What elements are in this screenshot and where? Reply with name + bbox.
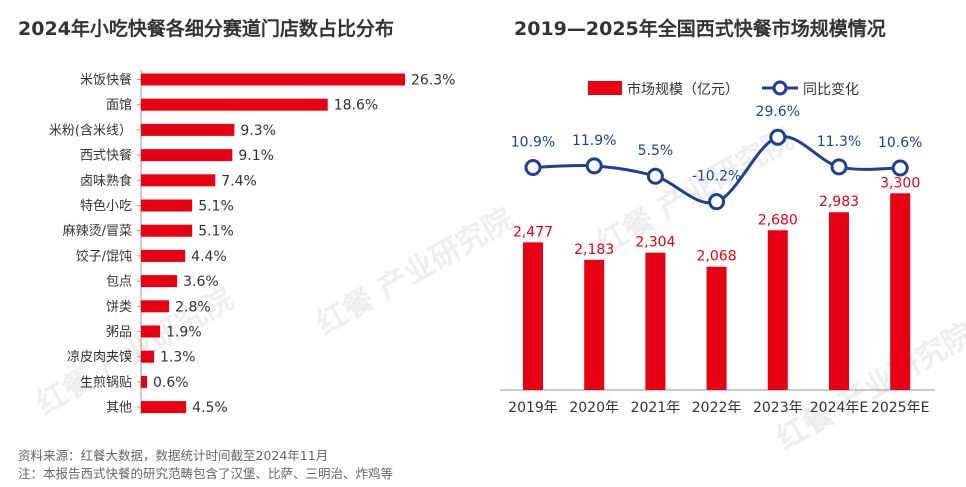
left-bar-value-label: 3.6% xyxy=(183,274,219,290)
left-category-label: 饼类 xyxy=(106,300,132,315)
left-category-label: 特色小吃 xyxy=(80,198,132,214)
left-category-label: 饺子/馄饨 xyxy=(76,249,132,264)
right-category-label: 2023年 xyxy=(753,400,803,416)
right-bar xyxy=(890,193,911,390)
left-bar xyxy=(141,300,170,313)
right-bar xyxy=(645,252,666,390)
left-bar xyxy=(141,350,155,363)
legend-bar-label: 市场规模（亿元） xyxy=(627,81,739,98)
left-bar-value-label: 1.3% xyxy=(160,350,196,366)
left-bar xyxy=(141,401,187,414)
yoy-point xyxy=(708,193,726,211)
right-bar-value-label: 2,983 xyxy=(819,194,859,210)
right-bar xyxy=(523,242,543,390)
yoy-point xyxy=(524,159,542,176)
legend-bar-swatch xyxy=(588,81,622,95)
right-category-label: 2025年E xyxy=(871,400,929,416)
left-bar-value-label: 4.5% xyxy=(192,400,228,416)
left-bar xyxy=(141,199,193,212)
left-bar-value-label: 4.4% xyxy=(191,249,227,265)
left-bar-value-label: 9.3% xyxy=(240,123,276,139)
left-bar xyxy=(141,73,405,86)
right-chart-title: 2019—2025年全国西式快餐市场规模情况 xyxy=(514,18,886,40)
left-category-label: 粥品 xyxy=(106,324,132,340)
right-bar xyxy=(584,259,605,390)
left-category-label: 生煎锅贴 xyxy=(80,374,132,390)
right-bar xyxy=(767,230,788,390)
yoy-value-label: 29.6% xyxy=(756,104,800,120)
yoy-point xyxy=(891,159,909,177)
left-bar xyxy=(141,149,233,162)
right-bar xyxy=(829,212,849,390)
yoy-point xyxy=(830,158,848,176)
left-category-label: 面馆 xyxy=(106,98,132,113)
left-bar-value-label: 0.6% xyxy=(153,375,189,391)
yoy-value-label: 5.5% xyxy=(638,143,674,159)
yoy-point xyxy=(769,128,787,146)
left-bar xyxy=(141,123,235,136)
left-bar xyxy=(141,375,148,388)
left-category-label: 西式快餐 xyxy=(80,148,132,164)
left-bar xyxy=(141,174,216,187)
yoy-value-label: 11.9% xyxy=(572,133,616,149)
right-bar-value-label: 2,183 xyxy=(574,242,614,258)
left-bar-value-label: 5.1% xyxy=(198,199,234,215)
right-category-label: 2020年 xyxy=(569,400,619,416)
left-bar xyxy=(141,275,178,288)
left-category-label: 麻辣烫/冒菜 xyxy=(63,224,132,239)
left-category-label: 凉皮肉夹馍 xyxy=(67,350,132,365)
left-category-label: 其他 xyxy=(106,401,132,416)
right-category-label: 2019年 xyxy=(508,400,558,416)
left-bar xyxy=(141,224,193,237)
yoy-value-label: 11.3% xyxy=(817,134,861,150)
right-bar-value-label: 2,068 xyxy=(697,249,737,265)
right-category-label: 2021年 xyxy=(631,400,681,416)
legend-line-label: 同比变化 xyxy=(803,82,859,98)
left-bar-value-label: 26.3% xyxy=(411,73,455,89)
right-bar-value-label: 3,300 xyxy=(880,175,920,191)
left-category-label: 米粉(含米线） xyxy=(49,122,132,138)
right-bar xyxy=(706,266,727,390)
yoy-value-label: 10.6% xyxy=(878,135,922,151)
source-footnote: 资料来源：红餐大数据，数据统计时间截至2024年11月 xyxy=(18,448,329,463)
yoy-value-label: -10.2% xyxy=(692,169,742,185)
left-category-label: 米饭快餐 xyxy=(80,72,132,88)
left-bar xyxy=(141,249,186,262)
right-category-label: 2024年E xyxy=(810,400,868,416)
scope-footnote: 注：本报告西式快餐的研究范畴包含了汉堡、比萨、三明治、炸鸡等 xyxy=(18,466,394,481)
left-category-label: 卤味熟食 xyxy=(80,173,132,189)
left-bar xyxy=(141,98,328,111)
legend-line-marker xyxy=(772,80,788,96)
left-bar-value-label: 18.6% xyxy=(334,98,378,114)
left-bar-value-label: 7.4% xyxy=(221,173,257,189)
yoy-point xyxy=(646,167,664,185)
left-category-label: 包点 xyxy=(106,275,132,290)
left-bar-value-label: 9.1% xyxy=(238,148,274,164)
yoy-point xyxy=(585,157,603,175)
yoy-value-label: 10.9% xyxy=(511,135,555,151)
watermark-text-1: 红餐 产业研究院 xyxy=(311,202,519,343)
left-bar-value-label: 5.1% xyxy=(198,224,234,240)
right-bar-value-label: 2,304 xyxy=(635,235,675,251)
left-chart-title: 2024年小吃快餐各细分赛道门店数占比分布 xyxy=(18,18,394,40)
left-bar xyxy=(141,325,161,338)
right-bar-value-label: 2,680 xyxy=(758,212,798,228)
right-bar-value-label: 2,477 xyxy=(513,224,553,240)
left-bar-value-label: 2.8% xyxy=(175,299,211,315)
watermark-text-3: 红餐 产业研究院 xyxy=(771,317,966,458)
right-category-label: 2022年 xyxy=(692,400,742,416)
left-bar-value-label: 1.9% xyxy=(166,325,202,341)
